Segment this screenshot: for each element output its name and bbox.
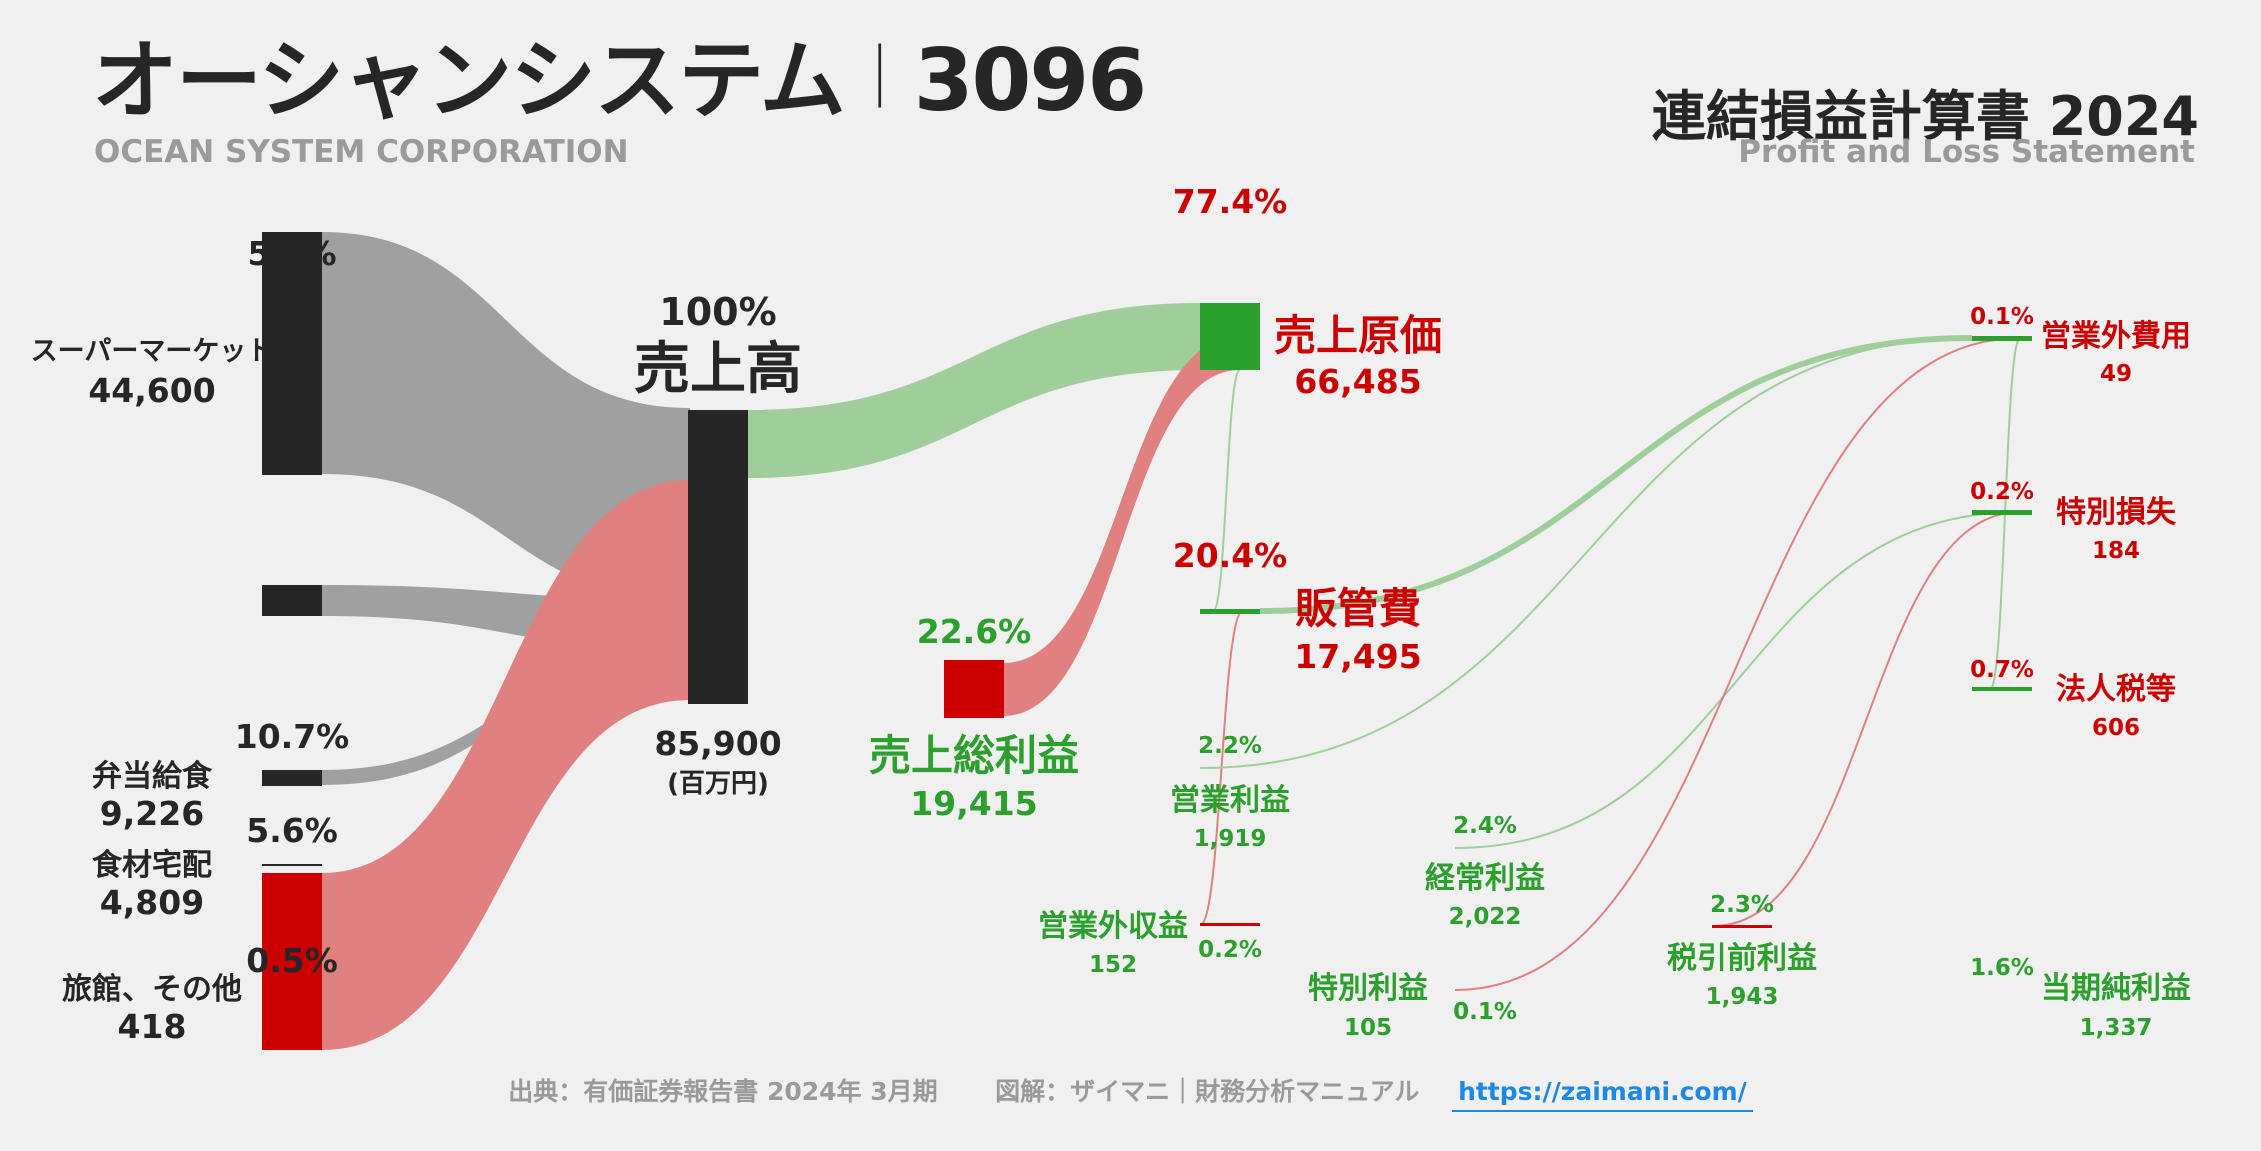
extra-loss-label: 特別損失	[2056, 495, 2177, 530]
gross-profit-value: 19,415	[910, 784, 1037, 823]
page-title: オーシャンシステム｜3096	[92, 38, 1147, 124]
segment-value-takuhai: 4,809	[100, 883, 204, 922]
noi-label: 営業外収益	[1038, 909, 1188, 944]
company-name: オーシャンシステム	[92, 31, 846, 131]
segment-pct-bento: 10.7%	[235, 717, 350, 756]
company-name-en: OCEAN SYSTEM CORPORATION	[94, 134, 629, 170]
pretax-value: 1,943	[1706, 984, 1779, 1010]
net-income-pct: 1.6%	[1970, 955, 2034, 981]
ordinary-profit-value: 2,022	[1449, 904, 1522, 930]
flow-gross-profit	[1003, 336, 1240, 716]
revenue-pct: 100%	[659, 290, 776, 334]
node-ryokan	[262, 873, 322, 1050]
segment-label-ryokan: 旅館、その他	[62, 972, 242, 1007]
sga-value: 17,495	[1294, 637, 1421, 676]
node-pretax	[1712, 925, 1772, 928]
operating-profit-pct: 2.2%	[1198, 733, 1262, 759]
segment-label-takuhai: 食材宅配	[92, 848, 212, 883]
pretax-label: 税引前利益	[1667, 941, 1817, 976]
extra-income-label: 特別利益	[1308, 971, 1428, 1006]
segment-value-supermarket: 44,600	[88, 371, 215, 410]
noe-value: 49	[2100, 361, 2132, 387]
noi-value: 152	[1089, 952, 1137, 978]
flow-cost-of-sales	[747, 303, 1200, 478]
extra-income-value: 105	[1344, 1015, 1392, 1041]
segment-pct-ryokan: 0.5%	[246, 941, 338, 980]
extra-income-pct: 0.1%	[1453, 999, 1517, 1025]
credit-text: 図解：ザイマニ｜財務分析マニュアル	[995, 1077, 1420, 1106]
segment-label-bento: 弁当給食	[92, 759, 213, 794]
cost-of-sales-value: 66,485	[1294, 362, 1421, 401]
flow-takuhai-ryokan	[322, 480, 690, 1050]
tax-label: 法人税等	[2056, 672, 2176, 707]
segment-label-supermarket: スーパーマーケット	[31, 336, 274, 367]
nodes-layer	[262, 232, 2032, 1050]
flow-sga-to-noe	[1259, 335, 1973, 614]
statement-title: 連結損益計算書 2024	[1651, 85, 2199, 148]
node-takuhai	[262, 864, 322, 866]
extra-loss-value: 184	[2092, 538, 2140, 564]
flows-layer	[322, 232, 2021, 1050]
flow-pretax-to-loss	[1712, 511, 2021, 927]
node-noi	[1200, 923, 1260, 926]
net-income-value: 1,337	[2080, 1015, 2153, 1041]
pretax-pct: 2.3%	[1710, 892, 1774, 918]
node-tax	[1972, 687, 2032, 691]
revenue-value: 85,900	[654, 724, 781, 763]
noe-label: 営業外費用	[2041, 319, 2191, 354]
flow-gp-to-sga	[1212, 369, 1241, 612]
segment-value-bento: 9,226	[100, 794, 204, 833]
statement-subtitle: Profit and Loss Statement	[1738, 134, 2195, 170]
source-text: 出典：有価証券報告書 2024年 3月期	[508, 1077, 938, 1106]
extra-loss-pct: 0.2%	[1970, 479, 2034, 505]
node-noe	[1972, 336, 2032, 341]
cost-of-sales-pct: 77.4%	[1173, 182, 1288, 221]
segment-value-ryokan: 418	[118, 1007, 187, 1046]
flow-supermarket	[322, 232, 690, 600]
gross-profit-pct: 22.6%	[917, 612, 1032, 651]
operating-profit-label: 営業利益	[1170, 783, 1290, 818]
unit-label: (百万円)	[667, 769, 769, 799]
noi-pct: 0.2%	[1198, 937, 1262, 963]
node-revenue	[688, 410, 748, 704]
segment-pct-supermarket: 5…%	[247, 234, 336, 273]
revenue-label: 売上高	[634, 337, 802, 402]
node-bento	[262, 770, 322, 786]
stock-code: 3096	[913, 31, 1147, 131]
site-link[interactable]: https://zaimani.com/	[1452, 1077, 1753, 1112]
sga-pct: 20.4%	[1173, 536, 1288, 575]
node-sga	[1200, 609, 1260, 614]
segment-pct-takuhai: 5.6%	[246, 811, 338, 850]
sga-label: 販管費	[1295, 584, 1421, 633]
operating-profit-value: 1,919	[1194, 826, 1267, 852]
node-segment-2	[262, 585, 322, 616]
cost-of-sales-label: 売上原価	[1274, 311, 1442, 360]
footer: 出典：有価証券報告書 2024年 3月期 図解：ザイマニ｜財務分析マニュアル h…	[0, 1072, 2261, 1112]
flow-extra-income	[1454, 337, 2021, 991]
node-extra-loss	[1972, 510, 2032, 515]
ordinary-profit-pct: 2.4%	[1453, 813, 1517, 839]
node-cost-of-sales	[1200, 303, 1260, 370]
gross-profit-label: 売上総利益	[869, 731, 1079, 780]
ordinary-profit-label: 経常利益	[1425, 861, 1545, 896]
tax-pct: 0.7%	[1970, 657, 2034, 683]
node-supermarket	[262, 232, 322, 475]
title-separator: ｜	[847, 42, 912, 116]
net-income-label: 当期純利益	[2041, 971, 2191, 1006]
tax-value: 606	[2092, 715, 2140, 741]
flow-ordinary-to-loss	[1454, 511, 2021, 849]
flow-op-to-noe	[1199, 337, 1973, 769]
node-gross-profit	[944, 660, 1004, 718]
noe-pct: 0.1%	[1970, 304, 2034, 330]
